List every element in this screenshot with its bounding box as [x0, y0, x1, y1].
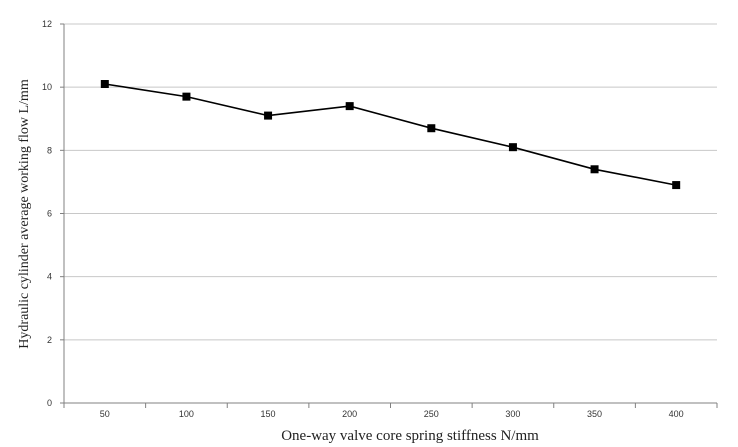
y-tick-label: 6 — [47, 209, 52, 219]
y-tick-label: 2 — [47, 335, 52, 345]
y-tick-label: 8 — [47, 145, 52, 155]
x-axis-title: One-way valve core spring stiffness N/mm — [281, 428, 539, 444]
series-line — [104, 83, 677, 186]
data-point-marker — [182, 92, 191, 101]
gridlines — [64, 23, 717, 341]
x-tick-label: 200 — [342, 409, 357, 419]
y-tick-label: 0 — [47, 398, 52, 408]
data-point-marker — [590, 165, 599, 174]
data-point-marker — [264, 111, 273, 120]
x-tick-label: 150 — [261, 409, 276, 419]
data-series — [100, 80, 681, 190]
axes — [60, 23, 718, 408]
x-tick-labels: 50 100 150 200 250 300 350 400 — [100, 409, 684, 419]
y-tick-label: 10 — [42, 82, 52, 92]
x-tick-label: 100 — [179, 409, 194, 419]
x-tick-label: 300 — [505, 409, 520, 419]
data-point-marker — [508, 143, 517, 152]
x-tick-label: 350 — [587, 409, 602, 419]
data-point-marker — [672, 181, 681, 190]
data-point-marker — [345, 102, 354, 111]
x-tick-label: 400 — [669, 409, 684, 419]
x-tick-label: 50 — [100, 409, 110, 419]
y-tick-label: 12 — [42, 19, 52, 29]
x-tick-label: 250 — [424, 409, 439, 419]
y-axis-title: Hydraulic cylinder average working flow … — [17, 79, 32, 349]
y-tick-label: 4 — [47, 272, 52, 282]
data-point-marker — [427, 124, 436, 133]
data-point-marker — [100, 80, 109, 89]
y-tick-labels: 0 2 4 6 8 10 12 — [42, 19, 52, 408]
